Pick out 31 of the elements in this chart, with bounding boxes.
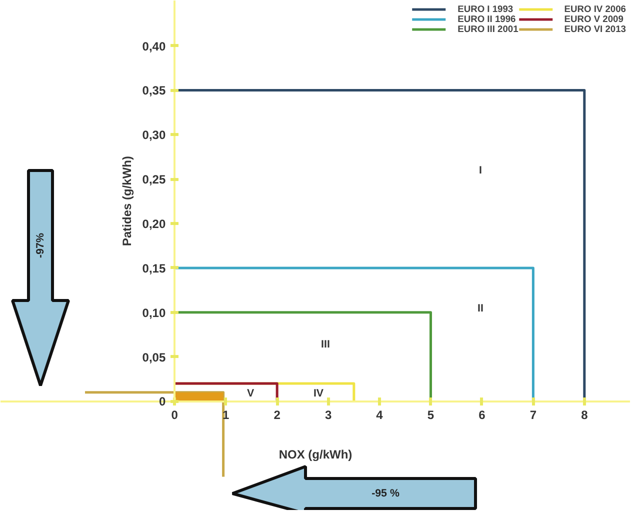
annotation: IV: [313, 388, 324, 400]
y-tick-label: 0,35: [142, 84, 166, 98]
x-tick-label: 2: [274, 408, 281, 422]
legend-label: EURO V 2009: [564, 14, 624, 24]
x-tick-label: 5: [427, 408, 434, 422]
x-tick-label: 6: [478, 408, 486, 422]
annotation: III: [321, 338, 330, 350]
y-tick-label: 0,10: [142, 306, 166, 320]
y-tick-label: 0,20: [142, 217, 166, 232]
y-tick-label: 0,15: [142, 261, 166, 276]
x-tick-label: 8: [581, 408, 588, 422]
annotation: V: [246, 388, 255, 400]
y-tick-label: 0,25: [142, 172, 166, 187]
x-tick-label: 0: [171, 408, 178, 422]
y-tick-label: 0,30: [142, 128, 166, 142]
x-tick-label: 3: [324, 408, 332, 422]
annotation: -97%: [34, 232, 46, 258]
legend-label: EURO II 1996: [458, 14, 516, 24]
legend-label: EURO VI 2013: [564, 24, 626, 34]
annotation: II: [478, 302, 484, 314]
x-tick-label: 7: [530, 408, 537, 422]
y-tick-label: 0,05: [142, 350, 166, 364]
x-axis-title: NOX (g/kWh): [278, 448, 352, 462]
annotation: I: [479, 164, 482, 176]
y-axis-title: Patides (g/kWh): [120, 156, 134, 246]
legend-label: EURO III 2001: [458, 24, 518, 34]
legend-label: EURO IV 2006: [564, 4, 626, 14]
annotation: -95 %: [372, 488, 400, 500]
legend-label: EURO I 1993: [458, 4, 514, 14]
x-tick-label: 4: [376, 408, 384, 422]
y-tick-label: 0,40: [142, 39, 166, 54]
